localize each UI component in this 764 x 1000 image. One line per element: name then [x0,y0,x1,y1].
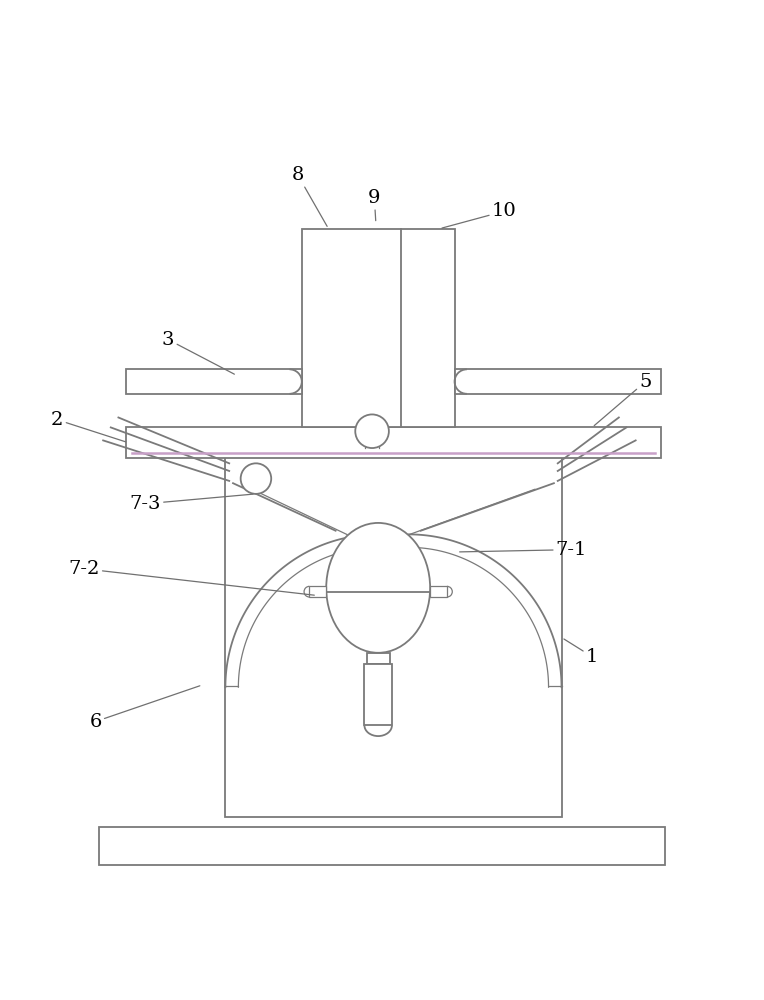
Text: 1: 1 [564,639,598,666]
Text: 3: 3 [162,331,235,374]
Bar [455,369,661,394]
Bar [126,427,661,458]
Ellipse shape [326,523,430,653]
Bar [99,827,665,865]
Text: 7-1: 7-1 [460,541,588,559]
Bar [302,229,455,427]
Bar [367,653,390,664]
Bar [126,369,302,394]
Circle shape [355,414,389,448]
Text: 6: 6 [89,686,200,731]
Text: 7-2: 7-2 [68,560,314,595]
Text: 8: 8 [292,166,327,226]
Text: 10: 10 [442,202,516,228]
Bar [364,664,392,725]
Circle shape [241,463,271,494]
Text: 5: 5 [594,373,652,426]
Bar [430,586,447,597]
Text: 7-3: 7-3 [129,494,253,513]
Text: 9: 9 [368,189,380,221]
Bar [225,443,562,817]
Text: 2: 2 [51,411,126,442]
Bar [309,586,326,597]
